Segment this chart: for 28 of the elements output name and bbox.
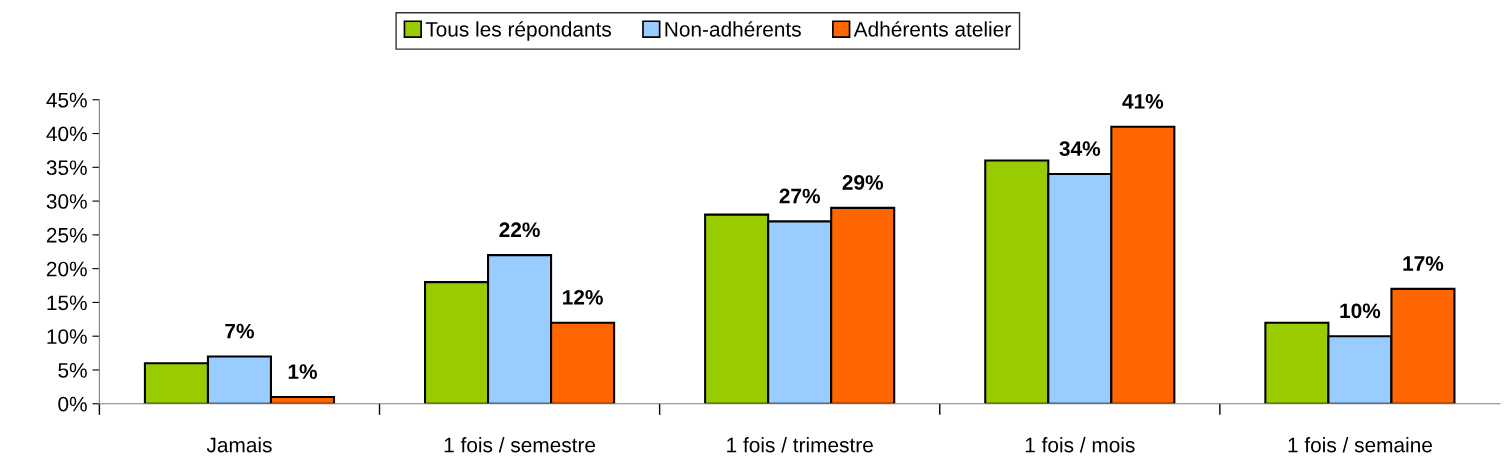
x-tick-label: 1 fois / mois — [1025, 437, 1135, 453]
x-tick-label: 1 fois / semaine — [1288, 437, 1432, 453]
y-tick-label: 35% — [46, 160, 87, 176]
data-label: 41% — [1122, 94, 1164, 109]
data-label: 1% — [288, 364, 317, 379]
data-label: 34% — [1059, 141, 1101, 157]
data-label: 27% — [779, 188, 820, 204]
y-tick-label: 40% — [46, 126, 87, 142]
legend-label: Adhérents atelier — [853, 21, 1011, 37]
y-tick-label: 20% — [46, 261, 87, 277]
x-tick-label: 1 fois / semestre — [444, 437, 596, 453]
data-label: 17% — [1403, 256, 1444, 271]
y-tick-label: 30% — [46, 194, 87, 209]
y-tick-label: 25% — [46, 227, 87, 243]
y-tick-label: 15% — [47, 295, 87, 311]
y-tick-label: 5% — [58, 363, 87, 378]
data-label: 7% — [225, 323, 254, 339]
x-tick-label: Jamais — [206, 437, 272, 453]
legend-label: Non-adhérents — [665, 21, 801, 37]
y-tick-label: 45% — [46, 92, 87, 108]
data-label: 29% — [842, 175, 884, 190]
y-tick-label: 0% — [58, 396, 87, 412]
data-label: 22% — [499, 222, 540, 238]
x-tick-label: 1 fois / trimestre — [727, 437, 873, 453]
legend-label: Tous les répondants — [425, 21, 611, 41]
data-label: 12% — [563, 289, 603, 305]
y-tick-label: 10% — [47, 329, 87, 344]
data-label: 10% — [1340, 303, 1381, 319]
